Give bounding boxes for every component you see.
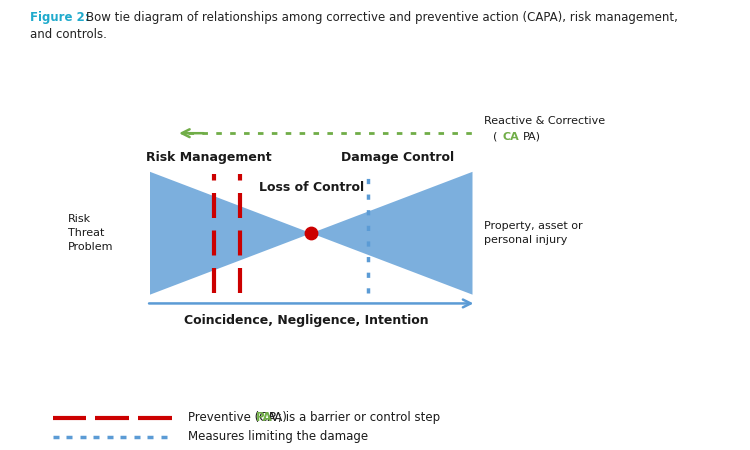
Text: PA: PA — [256, 411, 272, 424]
Text: Reactive & Corrective: Reactive & Corrective — [484, 116, 604, 126]
Text: Risk Management: Risk Management — [146, 151, 272, 164]
Text: Measures limiting the damage: Measures limiting the damage — [188, 430, 368, 443]
Text: and controls.: and controls. — [30, 28, 106, 41]
Text: (: ( — [493, 132, 497, 142]
Text: Damage Control: Damage Control — [341, 151, 454, 164]
Text: Bow tie diagram of relationships among corrective and preventive action (CAPA), : Bow tie diagram of relationships among c… — [86, 11, 678, 24]
Text: Risk
Threat
Problem: Risk Threat Problem — [68, 214, 113, 252]
Text: Preventive (CA: Preventive (CA — [188, 411, 276, 424]
Text: CA: CA — [503, 132, 519, 142]
Text: ; is a barrier or control step: ; is a barrier or control step — [278, 411, 440, 424]
Text: Property, asset or
personal injury: Property, asset or personal injury — [484, 221, 582, 245]
Text: Coincidence, Negligence, Intention: Coincidence, Negligence, Intention — [184, 315, 428, 328]
Text: Figure 2:: Figure 2: — [30, 11, 90, 24]
Point — [305, 230, 317, 237]
Polygon shape — [311, 172, 472, 295]
Text: PA): PA) — [269, 411, 288, 424]
Text: PA): PA) — [523, 132, 541, 142]
Text: Loss of Control: Loss of Control — [259, 181, 364, 194]
Polygon shape — [150, 172, 311, 295]
